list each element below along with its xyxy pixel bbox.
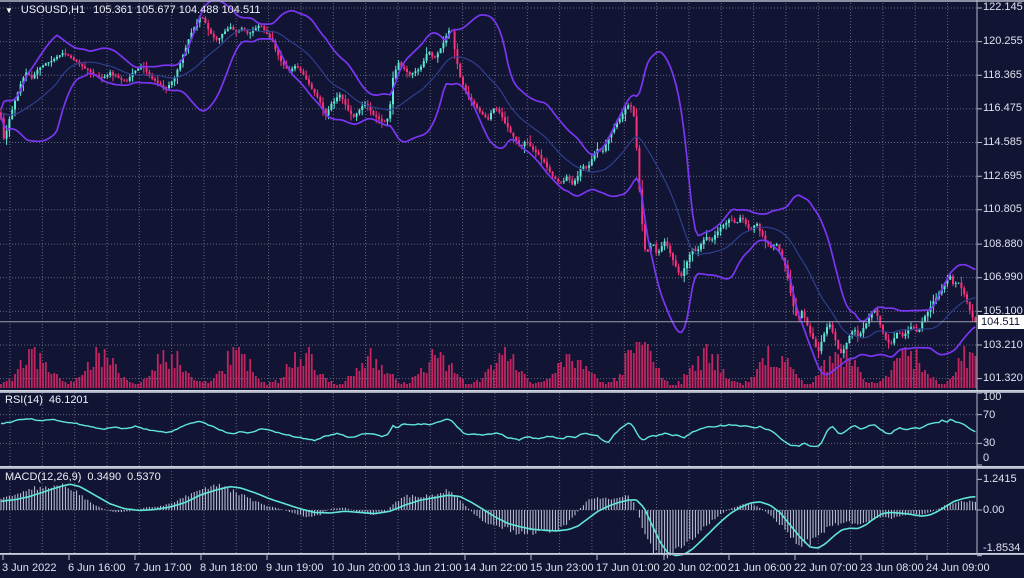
price-tick-label: 122.145 xyxy=(983,1,1023,13)
rsi-tick-label: 100 xyxy=(983,391,1002,403)
price-tick-label: 101.320 xyxy=(983,372,1023,384)
time-axis-label: 15 Jun 23:00 xyxy=(530,562,594,574)
macd-signal-value: 0.5370 xyxy=(127,471,161,483)
price-tick-label: 103.210 xyxy=(983,339,1023,351)
macd-tick-label: -1.8534 xyxy=(983,542,1021,554)
symbol-timeframe-label: USOUSD,H1 xyxy=(20,4,86,16)
macd-main-value: 0.3490 xyxy=(87,471,122,483)
rsi-label: RSI(14) xyxy=(5,394,43,406)
time-axis-label: 17 Jun 01:00 xyxy=(596,562,660,574)
macd-header: MACD(12,26,9) 0.3490 0.5370 xyxy=(5,471,161,484)
price-tick-label: 108.880 xyxy=(983,238,1023,250)
symbol-ohlc-values: 105.361 105.677 104.488 104.511 xyxy=(93,4,261,16)
symbol-header: ▼ USOUSD,H1 105.361 105.677 104.488 104.… xyxy=(5,4,261,17)
price-tick-label: 116.475 xyxy=(983,102,1022,114)
rsi-panel[interactable] xyxy=(0,393,977,466)
price-tick-label: 105.100 xyxy=(983,305,1023,317)
time-axis-label: 20 Jun 02:00 xyxy=(663,562,727,574)
price-tick-label: 106.990 xyxy=(983,271,1023,283)
time-axis-label: 23 Jun 08:00 xyxy=(860,562,924,574)
macd-tick-label: 0.00 xyxy=(983,504,1005,516)
time-axis-label: 22 Jun 07:00 xyxy=(794,562,858,574)
time-axis-label: 24 Jun 09:00 xyxy=(926,562,990,574)
time-axis-label: 10 Jun 20:00 xyxy=(332,562,396,574)
panel-separator[interactable] xyxy=(0,390,1024,393)
macd-label: MACD(12,26,9) xyxy=(5,471,82,483)
time-axis-label: 9 Jun 19:00 xyxy=(266,562,324,574)
price-tick-label: 112.695 xyxy=(983,170,1022,182)
time-axis-label: 6 Jun 16:00 xyxy=(68,562,126,574)
main-chart-panel[interactable] xyxy=(0,3,977,390)
time-axis-label: 13 Jun 21:00 xyxy=(398,562,462,574)
macd-tick-label: 1.2415 xyxy=(983,473,1017,485)
price-tick-label: 118.365 xyxy=(983,69,1022,81)
price-tick-label: 120.255 xyxy=(983,35,1023,47)
price-tick-label: 110.805 xyxy=(983,203,1022,215)
rsi-header: RSI(14) 46.1201 xyxy=(5,394,89,407)
rsi-value: 46.1201 xyxy=(48,394,89,406)
panel-separator[interactable] xyxy=(0,466,1024,469)
current-price-label: 104.511 xyxy=(978,315,1024,329)
time-axis-label: 7 Jun 17:00 xyxy=(134,562,192,574)
time-axis-label: 3 Jun 2022 xyxy=(2,562,57,574)
time-axis-label: 14 Jun 22:00 xyxy=(464,562,528,574)
rsi-tick-label: 30 xyxy=(983,437,996,449)
panel-separator xyxy=(0,553,1024,555)
time-axis-label: 21 Jun 06:00 xyxy=(728,562,792,574)
price-tick-label: 114.585 xyxy=(983,136,1022,148)
rsi-tick-label: 0 xyxy=(983,452,990,464)
symbol-dropdown-icon[interactable]: ▼ xyxy=(5,6,13,15)
rsi-tick-label: 70 xyxy=(983,409,996,421)
time-axis-label: 8 Jun 18:00 xyxy=(200,562,258,574)
